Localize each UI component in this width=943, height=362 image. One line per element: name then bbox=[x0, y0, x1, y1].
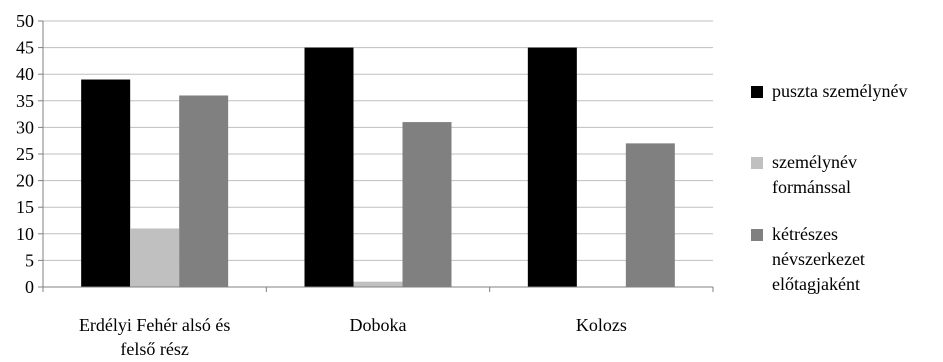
y-tick-label: 5 bbox=[25, 250, 34, 270]
legend-swatch bbox=[751, 86, 763, 98]
legend: puszta személynév személynév formánssal két… bbox=[751, 81, 907, 294]
bars bbox=[81, 47, 675, 288]
y-axis-ticks: 0 5 10 15 20 25 30 35 40 45 50 bbox=[16, 11, 43, 297]
legend-label: puszta személynév bbox=[772, 81, 907, 101]
y-tick-label: 10 bbox=[16, 224, 34, 244]
bar-3-2 bbox=[402, 122, 452, 287]
legend-label: névszerkezet bbox=[772, 249, 865, 269]
x-category-label: felső rész bbox=[120, 339, 188, 359]
legend-label: személynév bbox=[772, 152, 857, 172]
y-tick-label: 20 bbox=[16, 171, 34, 191]
legend-label: formánssal bbox=[772, 177, 851, 197]
y-tick-label: 15 bbox=[16, 197, 34, 217]
y-tick-label: 35 bbox=[16, 91, 34, 111]
bar-3-3 bbox=[625, 143, 675, 287]
x-category-label: Kolozs bbox=[576, 315, 627, 335]
legend-swatch bbox=[751, 157, 763, 169]
bar-2-2 bbox=[353, 281, 403, 287]
y-tick-label: 25 bbox=[16, 144, 34, 164]
bar-2-1 bbox=[130, 228, 180, 287]
y-tick-label: 45 bbox=[16, 38, 34, 58]
gridlines bbox=[43, 20, 713, 261]
bar-3-1 bbox=[179, 95, 229, 287]
x-category-label: Erdélyi Fehér alsó és bbox=[79, 315, 230, 335]
x-category-label: Doboka bbox=[350, 315, 407, 335]
legend-label: előtagjaként bbox=[772, 274, 860, 294]
bar-1-1 bbox=[81, 79, 131, 288]
bar-1-3 bbox=[527, 47, 577, 287]
bar-1-2 bbox=[304, 47, 354, 287]
y-tick-label: 0 bbox=[25, 277, 34, 297]
legend-label: kétrészes bbox=[772, 224, 838, 244]
y-tick-label: 30 bbox=[16, 117, 34, 137]
x-axis-categories: Erdélyi Fehér alsó és felső rész Doboka Kol… bbox=[42, 287, 714, 359]
legend-swatch bbox=[751, 229, 763, 241]
y-tick-label: 50 bbox=[16, 11, 34, 31]
y-tick-label: 40 bbox=[16, 64, 34, 84]
